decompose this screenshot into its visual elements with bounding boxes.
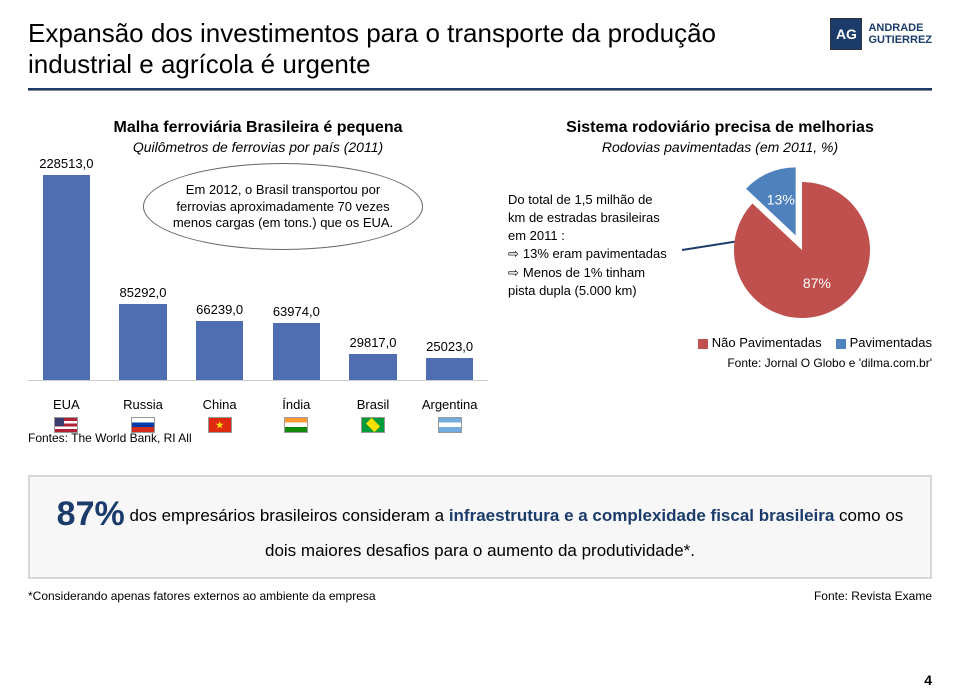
callout-ellipse: Em 2012, o Brasil transportou por ferrov… bbox=[143, 163, 423, 250]
left-subtitle: Quilômetros de ferrovias por país (2011) bbox=[28, 139, 488, 155]
pie-slice-label: 87% bbox=[803, 275, 831, 291]
right-text-line1: Do total de 1,5 milhão de km de estradas… bbox=[508, 191, 668, 246]
legend-swatch bbox=[836, 339, 846, 349]
bar-chart: Em 2012, o Brasil transportou por ferrov… bbox=[28, 165, 488, 415]
bar-value-label: 29817,0 bbox=[350, 335, 397, 350]
logo-text: ANDRADE GUTIERREZ bbox=[868, 22, 932, 46]
legend-label: Pavimentadas bbox=[850, 335, 932, 350]
banner-big-number: 87% bbox=[57, 495, 125, 533]
bar bbox=[43, 175, 91, 381]
bar-value-label: 63974,0 bbox=[273, 304, 320, 319]
bar-category-label: EUA bbox=[53, 397, 80, 412]
flag-icon bbox=[438, 417, 462, 433]
legend-swatch bbox=[698, 339, 708, 349]
stat-banner: 87% dos empresários brasileiros consider… bbox=[28, 475, 932, 578]
flag-icon bbox=[54, 417, 78, 433]
banner-bold: infraestrutura e a complexidade fiscal b… bbox=[449, 506, 835, 525]
brand-logo: AG ANDRADE GUTIERREZ bbox=[830, 18, 932, 50]
bar-value-label: 85292,0 bbox=[120, 285, 167, 300]
bar-value-label: 66239,0 bbox=[196, 302, 243, 317]
pie-legend: Não Pavimentadas Pavimentadas bbox=[508, 335, 932, 350]
right-subtitle: Rodovias pavimentadas (em 2011, %) bbox=[508, 139, 932, 155]
pie-svg: 13% 87% bbox=[682, 165, 892, 325]
footer: *Considerando apenas fatores externos ao… bbox=[28, 589, 932, 603]
bar bbox=[426, 358, 474, 381]
flag-icon bbox=[284, 417, 308, 433]
bar-category-label: China bbox=[203, 397, 237, 412]
left-sources: Fontes: The World Bank, RI All bbox=[28, 431, 932, 445]
flag-icon bbox=[361, 417, 385, 433]
bar-value-label: 25023,0 bbox=[426, 339, 473, 354]
page-title: Expansão dos investimentos para o transp… bbox=[28, 18, 748, 80]
bar-area: Em 2012, o Brasil transportou por ferrov… bbox=[28, 165, 488, 381]
pie-slice-label: 13% bbox=[767, 192, 795, 208]
pie-slice bbox=[734, 182, 870, 318]
banner-text-1: dos empresários brasileiros consideram a bbox=[129, 506, 448, 525]
right-bullet-2-text: Menos de 1% tinham pista dupla (5.000 km… bbox=[508, 265, 645, 298]
arrow-icon: ⇨ bbox=[508, 264, 519, 282]
left-title: Malha ferroviária Brasileira é pequena bbox=[28, 119, 488, 137]
bar bbox=[119, 304, 167, 381]
bar bbox=[273, 323, 321, 381]
bar bbox=[349, 354, 397, 381]
footnote-left: *Considerando apenas fatores externos ao… bbox=[28, 589, 376, 603]
footnote-right: Fonte: Revista Exame bbox=[814, 589, 932, 603]
right-body: Do total de 1,5 milhão de km de estradas… bbox=[508, 165, 932, 325]
bar-value-label: 228513,0 bbox=[39, 156, 93, 171]
right-bullet-2: ⇨Menos de 1% tinham pista dupla (5.000 k… bbox=[508, 264, 668, 300]
flag-icon: ★ bbox=[208, 417, 232, 433]
bar-category-label: Russia bbox=[123, 397, 163, 412]
right-bullet-1-text: 13% eram pavimentadas bbox=[523, 246, 667, 261]
right-text: Do total de 1,5 milhão de km de estradas… bbox=[508, 191, 668, 300]
bar-category-label: Brasil bbox=[357, 397, 390, 412]
logo-icon: AG bbox=[830, 18, 862, 50]
bar bbox=[196, 321, 244, 381]
bar-category-label: Índia bbox=[282, 397, 310, 412]
right-title: Sistema rodoviário precisa de melhorias bbox=[508, 119, 932, 137]
logo-line-2: GUTIERREZ bbox=[868, 34, 932, 46]
content: Malha ferroviária Brasileira é pequena Q… bbox=[28, 119, 932, 415]
right-bullet-1: ⇨ 13% eram pavimentadas bbox=[508, 245, 668, 263]
left-column: Malha ferroviária Brasileira é pequena Q… bbox=[28, 119, 488, 415]
header-divider bbox=[28, 88, 932, 91]
pie-chart: 13% 87% bbox=[682, 165, 892, 325]
arrow-icon: ⇨ bbox=[508, 245, 519, 263]
page-number: 4 bbox=[924, 672, 932, 688]
legend-label: Não Pavimentadas bbox=[712, 335, 822, 350]
right-column: Sistema rodoviário precisa de melhorias … bbox=[508, 119, 932, 415]
bar-category-label: Argentina bbox=[422, 397, 478, 412]
right-sources: Fonte: Jornal O Globo e 'dilma.com.br' bbox=[508, 356, 932, 370]
flag-icon bbox=[131, 417, 155, 433]
logo-line-1: ANDRADE bbox=[868, 22, 932, 34]
header: Expansão dos investimentos para o transp… bbox=[28, 18, 932, 80]
